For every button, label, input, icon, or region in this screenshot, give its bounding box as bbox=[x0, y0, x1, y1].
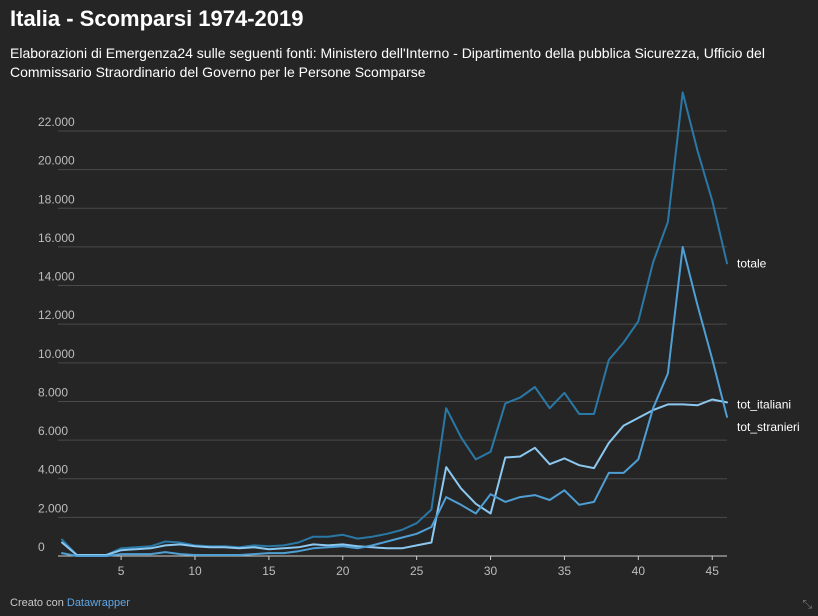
x-tick-label: 10 bbox=[188, 564, 202, 578]
datawrapper-link[interactable]: Datawrapper bbox=[66, 597, 130, 609]
series-label-tot_stranieri: tot_stranieri bbox=[737, 420, 800, 434]
series-label-totale: totale bbox=[737, 256, 767, 270]
y-tick-label: 18.000 bbox=[38, 192, 75, 206]
x-tick-label: 30 bbox=[484, 564, 498, 578]
y-tick-label: 14.000 bbox=[38, 270, 75, 284]
y-tick-label: 8.000 bbox=[38, 385, 68, 399]
chart-title: Italia - Scomparsi 1974-2019 bbox=[10, 6, 304, 31]
y-tick-label: 12.000 bbox=[38, 308, 75, 322]
series-line-totale bbox=[61, 91, 728, 556]
x-tick-label: 25 bbox=[410, 564, 424, 578]
x-tick-label: 5 bbox=[118, 564, 125, 578]
x-tick-label: 40 bbox=[632, 564, 646, 578]
series-line-tot_stranieri bbox=[61, 245, 728, 557]
y-tick-label: 20.000 bbox=[38, 154, 75, 168]
y-tick-label: 16.000 bbox=[38, 231, 75, 245]
x-tick-label: 45 bbox=[706, 564, 720, 578]
chart-subtitle: Elaborazioni di Emergenza24 sulle seguen… bbox=[10, 45, 765, 80]
x-tick-label: 20 bbox=[336, 564, 350, 578]
footer-credit: Creato con Datawrapper bbox=[10, 597, 130, 609]
y-tick-label: 22.000 bbox=[38, 115, 75, 129]
line-chart: 0 2.000 4.000 6.000 8.000 10.000 12.000 14.000 1… bbox=[38, 91, 800, 578]
series-line-tot_italiani bbox=[61, 398, 728, 556]
expand-icon[interactable]: ⤡ bbox=[802, 597, 812, 611]
y-tick-label: 6.000 bbox=[38, 424, 68, 438]
y-tick-label: 2.000 bbox=[38, 501, 68, 515]
x-tick-label: 15 bbox=[262, 564, 276, 578]
x-tick-label: 35 bbox=[558, 564, 572, 578]
y-tick-label: 0 bbox=[38, 540, 45, 554]
footer-prefix: Creato con bbox=[10, 597, 64, 609]
series-label-tot_italiani: tot_italiani bbox=[737, 397, 791, 411]
y-tick-label: 4.000 bbox=[38, 463, 68, 477]
y-tick-label: 10.000 bbox=[38, 347, 75, 361]
